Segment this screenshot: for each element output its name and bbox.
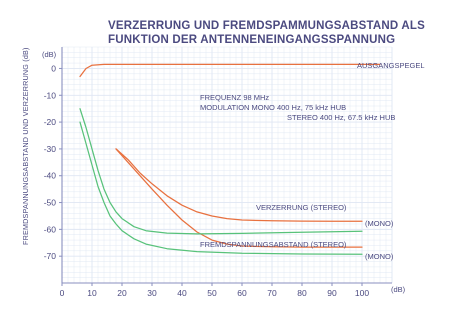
series-line-verzerrung-stereo [115, 148, 363, 222]
label-verzerrung-stereo: VERZERRUNG (STEREO) [256, 203, 347, 212]
x-tick-label: 20 [117, 288, 127, 298]
label-fremdspannung-mono: (MONO) [365, 252, 394, 261]
chart-title-line-2: FUNKTION DER ANTENNENEINGANGSSPANNUNG [108, 34, 395, 46]
x-tick-label: 100 [355, 288, 369, 298]
x-tick-label: 10 [87, 288, 97, 298]
x-tick-label: 30 [147, 288, 157, 298]
series-line-mono [115, 148, 363, 248]
y-tick-label: -50 [44, 198, 57, 208]
label-ausgangspegel: AUSGANGSPEGEL [357, 61, 425, 70]
grid [61, 46, 393, 284]
x-tick-label: 70 [267, 288, 277, 298]
y-tick-label: -30 [44, 144, 57, 154]
annotation-modulation-mono: MODULATION MONO 400 Hz, 75 kHz HUB [200, 103, 346, 112]
label-fremdspannung-stereo: FREMDSPANNUNGSABSTAND (STEREO) [200, 240, 347, 249]
x-tick-label: 80 [297, 288, 307, 298]
x-tick-label: 90 [327, 288, 337, 298]
axes: 0 10 20 30 40 50 60 70 80 90 100 0 -10 -20 -30 -40 -50 -6… [44, 47, 392, 298]
series-layer [79, 63, 381, 255]
series-line-fremdspannungsabstand-stereo [79, 121, 363, 255]
annotation-frequency: FREQUENZ 98 MHz [200, 93, 269, 102]
y-tick-label: -40 [44, 171, 57, 181]
annotation-modulation-stereo: STEREO 400 Hz, 67.5 kHz HUB [287, 113, 395, 122]
series-line-ausgangspegel [79, 63, 381, 78]
y-unit-label: (dB) [42, 50, 57, 59]
y-tick-label: 0 [51, 63, 56, 73]
x-unit-label: (dB) [391, 285, 406, 294]
y-tick-label: -20 [44, 117, 57, 127]
y-tick-label: -70 [44, 251, 57, 261]
y-tick-label: -60 [44, 224, 57, 234]
x-tick-label: 60 [237, 288, 247, 298]
series-line-mono [79, 108, 363, 235]
label-verzerrung-mono: (MONO) [365, 219, 394, 228]
chart-title-line-1: VERZERRUNG UND FREMDSPAMMUNGSABSTAND ALS [108, 20, 425, 32]
y-axis-label: FREMDSPANNUNGSABSTAND UND VERZERRUNG (dB… [21, 47, 30, 245]
x-tick-label: 40 [177, 288, 187, 298]
x-tick-label: 0 [60, 288, 65, 298]
x-tick-label: 50 [207, 288, 217, 298]
y-tick-label: -10 [44, 90, 57, 100]
